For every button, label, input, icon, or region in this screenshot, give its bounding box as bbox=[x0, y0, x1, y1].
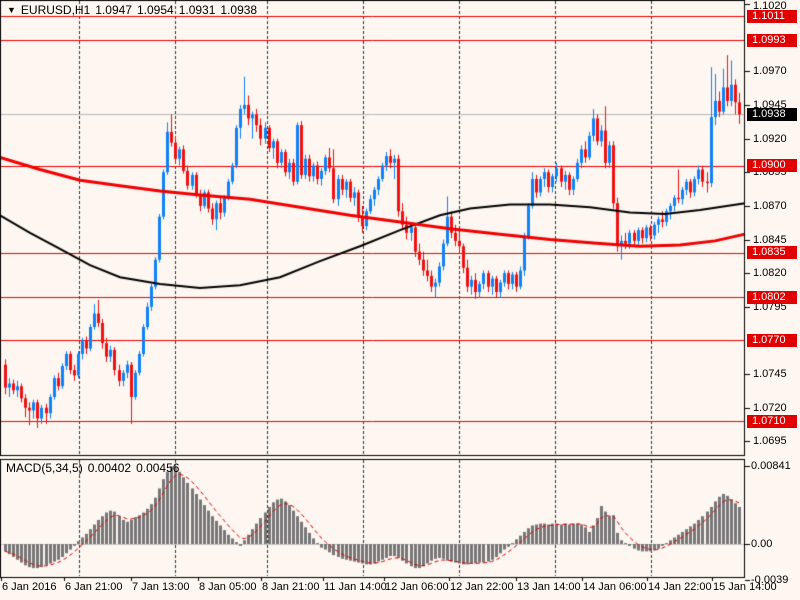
price-tick-label: 1.1020 bbox=[753, 0, 787, 12]
price-tick-label: 1.0695 bbox=[753, 435, 787, 448]
macd-name: MACD(5,34,5) bbox=[6, 461, 83, 475]
time-axis-label: 6 Jan 2016 bbox=[2, 581, 57, 593]
time-axis-label: 12 Jan 06:00 bbox=[385, 581, 449, 593]
macd-signal-value: 0.00456 bbox=[136, 461, 180, 475]
price-tick-label: 1.0820 bbox=[753, 267, 787, 280]
macd-main-value: 0.00402 bbox=[87, 461, 132, 475]
time-axis-label: 13 Jan 14:00 bbox=[517, 581, 581, 593]
time-axis-label: 14 Jan 06:00 bbox=[583, 581, 647, 593]
collapse-triangle-icon[interactable]: ▼ bbox=[7, 5, 16, 15]
time-axis-label: 8 Jan 05:00 bbox=[199, 581, 257, 593]
time-axis-label: 14 Jan 22:00 bbox=[648, 581, 712, 593]
price-level-badge: 1.0993 bbox=[747, 33, 797, 47]
price-tick-label: 1.0970 bbox=[753, 65, 787, 78]
price-level-badge: 1.0802 bbox=[747, 290, 797, 304]
ohlc-high: 1.0954 bbox=[136, 3, 174, 17]
price-level-badge: 1.1011 bbox=[747, 9, 797, 23]
ohlc-low: 1.0931 bbox=[178, 3, 216, 17]
ohlc-open: 1.0947 bbox=[95, 3, 132, 17]
ohlc-close: 1.0938 bbox=[220, 3, 258, 17]
time-axis-label: 11 Jan 14:00 bbox=[324, 581, 387, 593]
symbol-period-label: EURUSD,H1 bbox=[20, 3, 91, 17]
price-level-badge: 1.0770 bbox=[747, 333, 797, 347]
time-axis-label: 6 Jan 21:00 bbox=[65, 581, 123, 593]
time-axis-label: 7 Jan 13:00 bbox=[132, 581, 190, 593]
macd-tick-label: -0.0039 bbox=[751, 574, 789, 587]
price-tick-label: 1.0720 bbox=[753, 401, 787, 414]
macd-indicator-label: MACD(5,34,5) 0.00402 0.00456 bbox=[6, 461, 179, 475]
time-axis-label: 15 Jan 14:00 bbox=[713, 581, 777, 593]
price-tick-label: 1.0920 bbox=[753, 132, 787, 145]
time-axis-label: 8 Jan 21:00 bbox=[262, 581, 320, 593]
current-price-badge: 1.0938 bbox=[747, 107, 797, 121]
price-tick-label: 1.0870 bbox=[753, 199, 787, 212]
price-level-badge: 1.0835 bbox=[747, 246, 797, 260]
chart-title: ▼ EURUSD,H1 1.0947 1.0954 1.0931 1.0938 bbox=[7, 3, 257, 17]
macd-tick-label: 0.00841 bbox=[751, 460, 791, 473]
price-tick-label: 1.0845 bbox=[753, 233, 787, 246]
price-tick-label: 1.0745 bbox=[753, 368, 787, 381]
macd-tick-label: 0.00 bbox=[751, 538, 773, 550]
price-level-badge: 1.0710 bbox=[747, 414, 797, 428]
time-axis-label: 12 Jan 22:00 bbox=[450, 581, 514, 593]
price-level-badge: 1.0900 bbox=[747, 159, 797, 172]
